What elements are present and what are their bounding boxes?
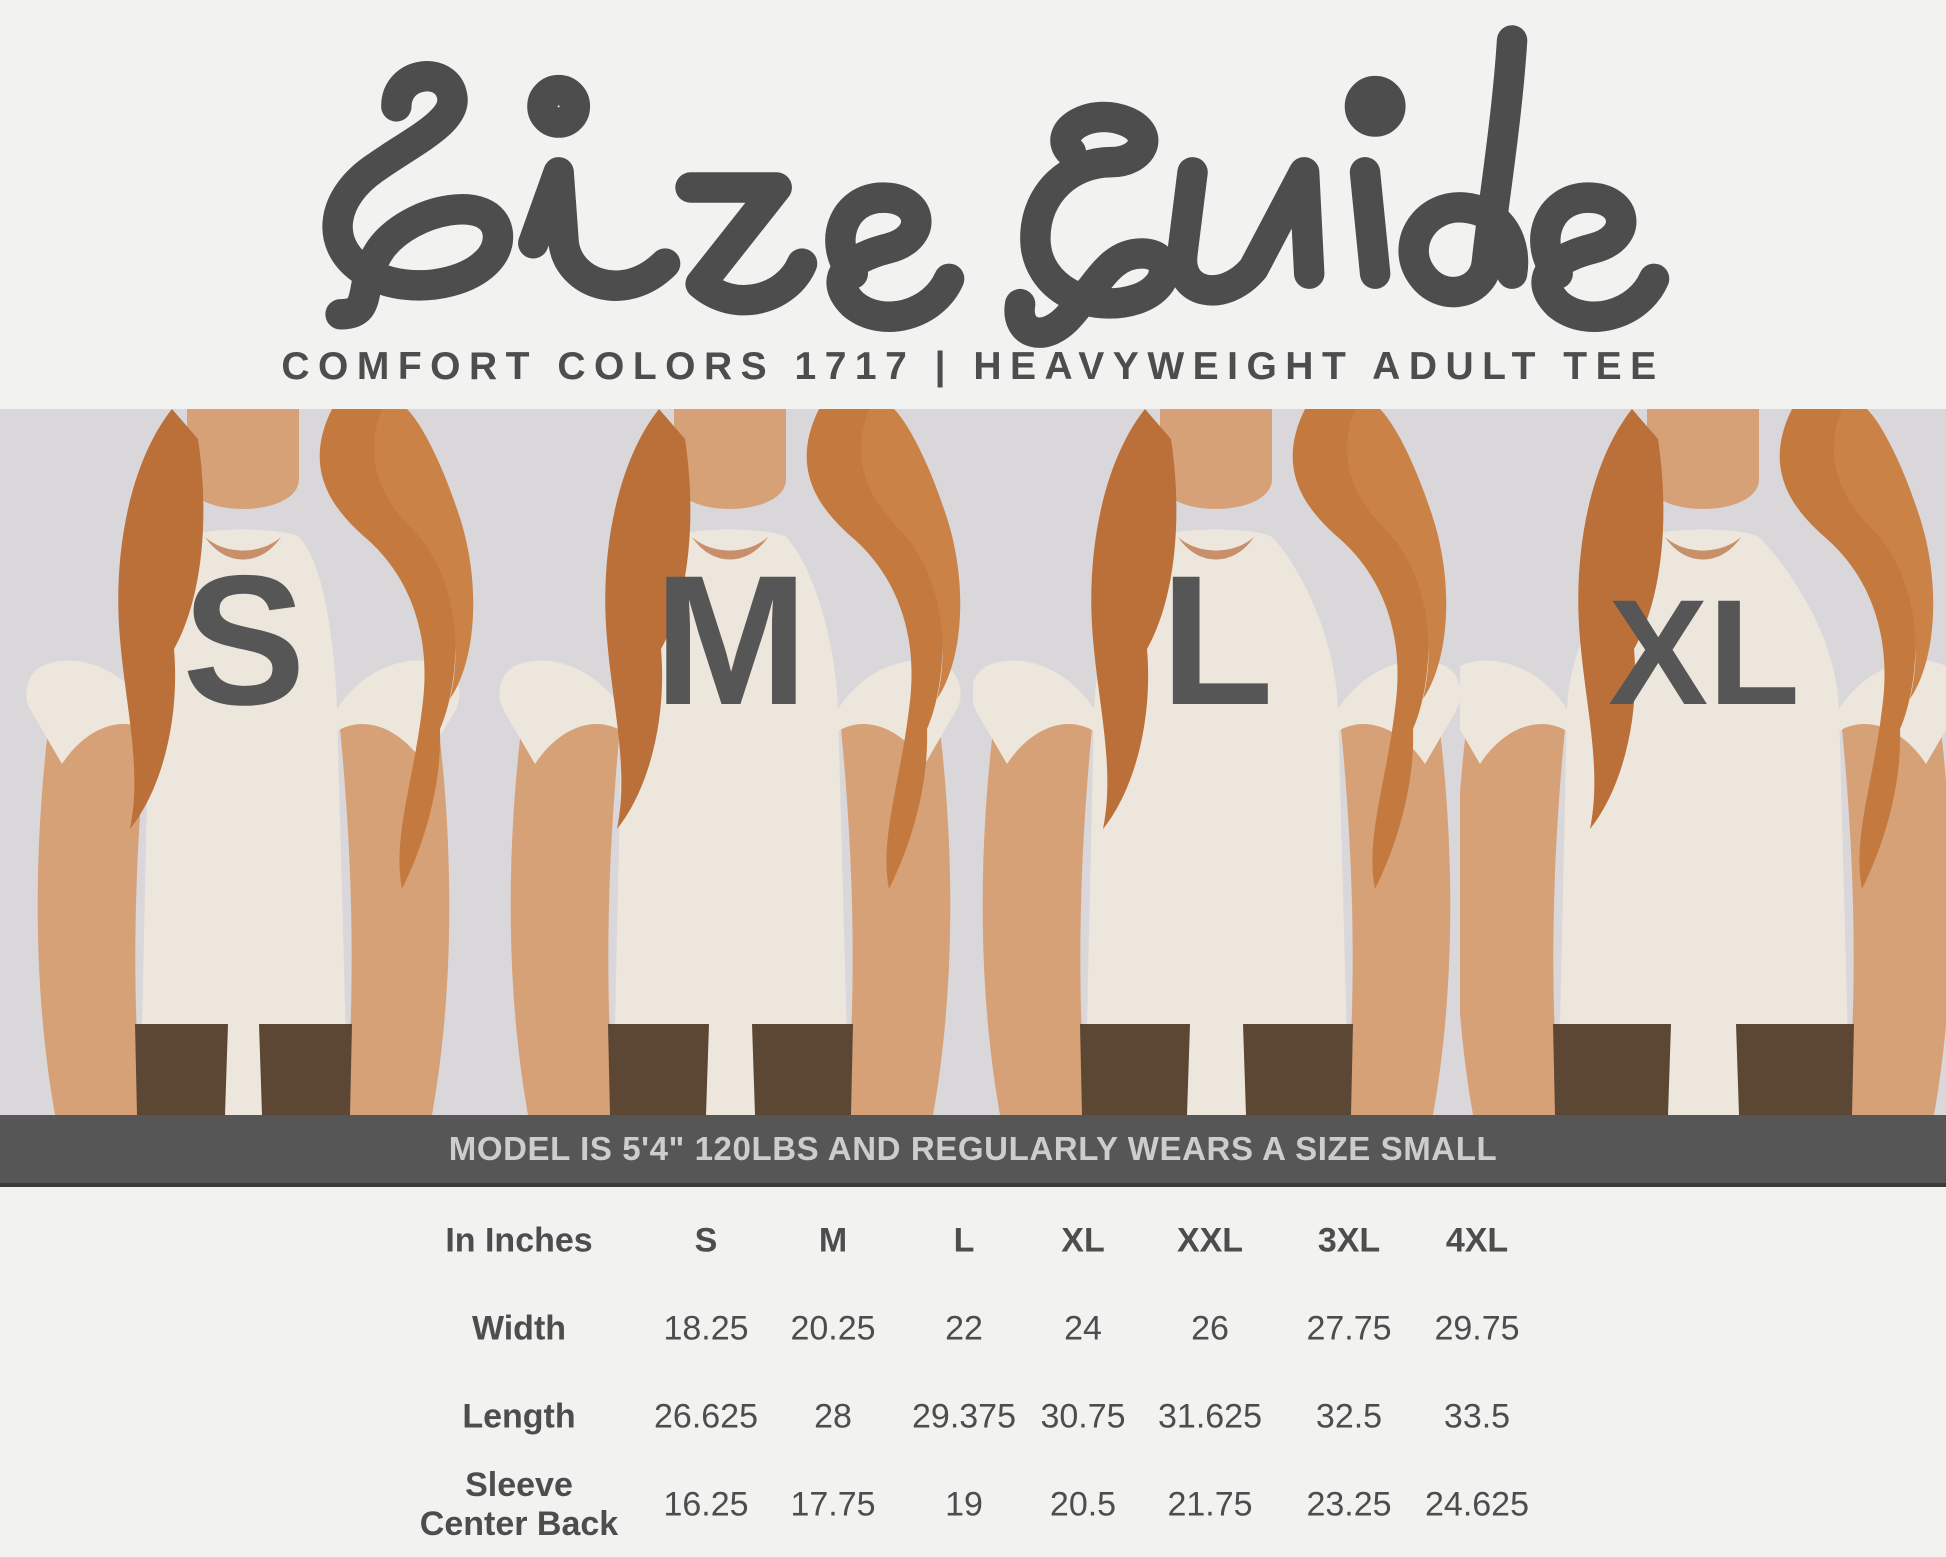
- svg-text:XL: XL: [1608, 568, 1800, 736]
- svg-text:L: L: [1160, 538, 1273, 744]
- svg-text:M: M: [653, 538, 807, 744]
- svg-text:S: S: [182, 538, 305, 744]
